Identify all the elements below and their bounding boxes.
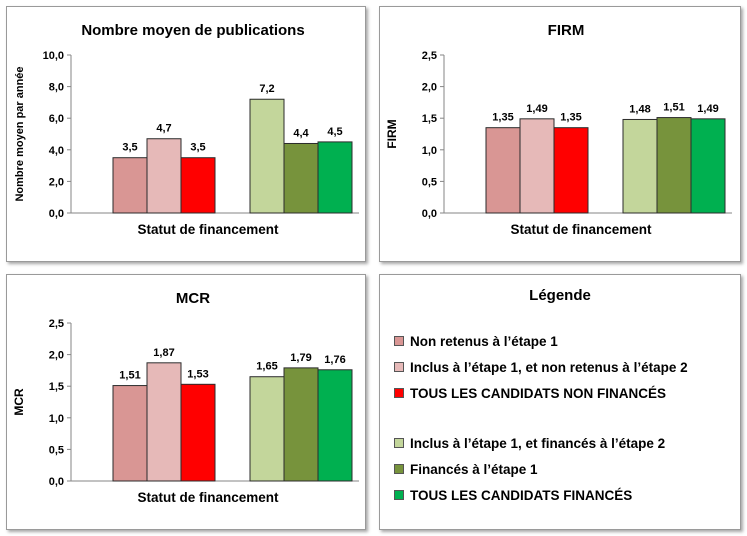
y-axis-label: Nombre moyen par année	[14, 66, 26, 201]
bar-value-label: 3,5	[122, 142, 137, 154]
bar-value-label: 1,35	[492, 112, 513, 124]
chart-panel-firm: FIRM 0,0 0,5 1,0 1,5 2,0 2,5 FIRM Statut de fina…	[379, 6, 741, 262]
y-axis-label: MCR	[12, 388, 26, 416]
y-tick-label: 2,5	[49, 318, 64, 330]
bar-value-label: 1,48	[629, 103, 650, 115]
legend-item: Inclus à l’étape 1, et non retenus à l’é…	[394, 358, 688, 376]
bar	[553, 127, 589, 214]
bar-value-label: 1,49	[697, 103, 718, 115]
chart-title: MCR	[176, 290, 210, 307]
bar-value-label: 4,4	[293, 127, 309, 139]
legend-label: Non retenus à l’étape 1	[410, 333, 558, 349]
y-tick-label: 0,5	[49, 444, 64, 456]
y-tick-label: 4,0	[49, 145, 64, 157]
bar	[656, 117, 692, 214]
legend-swatch	[394, 490, 404, 500]
legend-swatch	[394, 362, 404, 372]
bar-value-label: 1,35	[560, 112, 581, 124]
bar	[249, 98, 285, 214]
bar	[283, 142, 319, 214]
bar-value-label: 1,49	[526, 103, 547, 115]
bar	[112, 157, 148, 214]
bar	[317, 369, 353, 482]
legend-label: Financés à l’étape 1	[410, 461, 538, 477]
bar-value-label: 1,51	[119, 370, 140, 382]
y-tick-label: 0,5	[422, 176, 437, 188]
bar-value-label: 3,5	[190, 142, 205, 154]
bar-value-label: 1,76	[324, 354, 345, 366]
y-tick-label: 0,0	[49, 476, 64, 488]
y-tick-label: 1,5	[49, 381, 64, 393]
bar	[146, 138, 182, 214]
legend-item: Financés à l’étape 1	[394, 460, 538, 478]
bar	[180, 157, 216, 214]
legend-swatch	[394, 388, 404, 398]
legend-label: TOUS LES CANDIDATS NON FINANCÉS	[410, 385, 667, 401]
legend-swatch	[394, 438, 404, 448]
y-tick-label: 2,0	[422, 82, 437, 94]
legend-label: Inclus à l’étape 1, et non retenus à l’é…	[410, 359, 688, 375]
legend-item: Non retenus à l’étape 1	[394, 332, 558, 350]
bar	[112, 385, 148, 482]
y-tick-label: 2,0	[49, 350, 64, 362]
bar	[519, 118, 555, 214]
chart-panel-publications: Nombre moyen de publications 0,0 2,0 4,0 6,0…	[6, 6, 366, 262]
y-tick-label: 0,0	[49, 208, 64, 220]
bar-value-label: 1,79	[290, 352, 311, 364]
bar-value-label: 4,5	[327, 126, 342, 138]
chart-svg: MCR 0,0 0,5 1,0 1,5 2,0 2,5 MCR Statut de financ…	[12, 290, 359, 505]
bar-value-label: 4,7	[156, 123, 171, 135]
x-axis-label: Statut de financement	[137, 490, 279, 505]
legend-item: TOUS LES CANDIDATS NON FINANCÉS	[394, 384, 666, 402]
chart-title: Nombre moyen de publications	[81, 22, 304, 39]
x-axis-label: Statut de financement	[137, 222, 279, 237]
bar	[283, 367, 319, 482]
y-tick-label: 10,0	[43, 50, 64, 62]
bar-value-label: 7,2	[259, 83, 274, 95]
bar	[622, 118, 658, 214]
bar	[249, 376, 285, 482]
y-tick-label: 2,5	[422, 50, 437, 62]
legend-label: TOUS LES CANDIDATS FINANCÉS	[410, 487, 633, 503]
y-tick-label: 0,0	[422, 208, 437, 220]
bar	[146, 362, 182, 482]
y-tick-label: 1,0	[49, 413, 64, 425]
bar-value-label: 1,87	[153, 347, 174, 359]
chart-panel-mcr: MCR 0,0 0,5 1,0 1,5 2,0 2,5 MCR Statut de financ…	[6, 274, 366, 530]
chart-title: FIRM	[548, 22, 585, 39]
legend-panel: Légende Non retenus à l’étape 1 Inclus à…	[379, 274, 741, 530]
y-tick-label: 2,0	[49, 176, 64, 188]
bar	[317, 141, 353, 214]
legend-label: Inclus à l’étape 1, et financés à l’étap…	[410, 435, 666, 451]
bar-value-label: 1,51	[663, 102, 684, 114]
bar-value-label: 1,65	[256, 361, 277, 373]
y-tick-label: 1,5	[422, 113, 437, 125]
chart-svg: FIRM 0,0 0,5 1,0 1,5 2,0 2,5 FIRM Statut de fina…	[385, 22, 732, 237]
x-axis-label: Statut de financement	[510, 222, 652, 237]
bar-value-label: 1,53	[187, 368, 208, 380]
legend-item: TOUS LES CANDIDATS FINANCÉS	[394, 486, 632, 504]
y-tick-label: 1,0	[422, 145, 437, 157]
bar	[180, 383, 216, 482]
legend-item: Inclus à l’étape 1, et financés à l’étap…	[394, 434, 665, 452]
y-tick-label: 6,0	[49, 113, 64, 125]
legend-swatch	[394, 464, 404, 474]
legend-title: Légende	[529, 287, 591, 304]
bar	[690, 118, 726, 214]
y-axis-label: FIRM	[385, 119, 399, 148]
chart-svg: Nombre moyen de publications 0,0 2,0 4,0 6,0…	[14, 22, 359, 237]
bar	[485, 127, 521, 214]
y-tick-label: 8,0	[49, 82, 64, 94]
legend-swatch	[394, 336, 404, 346]
